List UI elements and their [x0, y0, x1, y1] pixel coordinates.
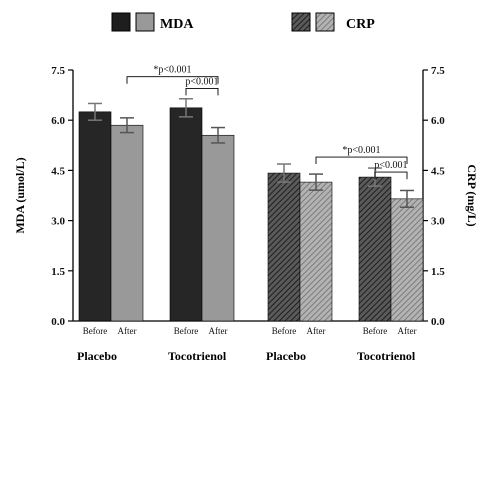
left-tick-label: 0.0	[51, 316, 65, 328]
significance-bracket	[185, 87, 219, 96]
category-label: Before	[174, 326, 199, 336]
bar-after	[110, 124, 144, 322]
legend-label: MDA	[160, 17, 194, 32]
left-tick-label: 7.5	[51, 65, 65, 77]
bar-after	[299, 181, 333, 322]
left-axis-title: MDA (umol/L)	[13, 157, 27, 233]
left-tick-label: 4.5	[51, 165, 65, 177]
legend-swatch	[291, 12, 311, 32]
legend-swatch	[111, 12, 131, 32]
significance-label: p<0.001	[185, 76, 218, 87]
group-label: Tocotrienol	[357, 349, 416, 363]
right-tick-label: 7.5	[431, 65, 445, 77]
right-tick-label: 1.5	[431, 266, 445, 278]
significance-label: *p<0.001	[153, 65, 191, 76]
category-label: Before	[363, 326, 388, 336]
group-label: Placebo	[77, 349, 117, 363]
category-label: Before	[272, 326, 297, 336]
significance-label: *p<0.001	[342, 145, 380, 156]
right-tick-label: 4.5	[431, 165, 445, 177]
group-label: Placebo	[266, 349, 306, 363]
bar-before	[267, 172, 301, 322]
category-label: After	[209, 326, 228, 336]
category-label: After	[398, 326, 417, 336]
category-label: After	[118, 326, 137, 336]
significance-bracket	[374, 171, 408, 180]
significance-label: p<0.001	[374, 160, 407, 171]
group-label: Tocotrienol	[168, 349, 227, 363]
left-tick-label: 3.0	[51, 216, 65, 228]
legend-swatch	[315, 12, 335, 32]
category-label: Before	[83, 326, 108, 336]
significance-bracket	[126, 76, 219, 84]
legend-label: CRP	[346, 17, 375, 32]
left-tick-label: 1.5	[51, 266, 65, 278]
right-tick-label: 6.0	[431, 115, 445, 127]
significance-bracket	[315, 156, 408, 165]
legend-swatch	[135, 12, 155, 32]
right-axis-title: CRP (mg/L)	[465, 164, 479, 226]
right-tick-label: 3.0	[431, 216, 445, 228]
left-tick-label: 6.0	[51, 115, 65, 127]
bar-before	[169, 107, 203, 322]
bar-before	[78, 111, 112, 322]
category-label: After	[307, 326, 326, 336]
bar-after	[390, 198, 424, 322]
bar-before	[358, 176, 392, 322]
right-tick-label: 0.0	[431, 316, 445, 328]
bar-after	[201, 134, 235, 322]
